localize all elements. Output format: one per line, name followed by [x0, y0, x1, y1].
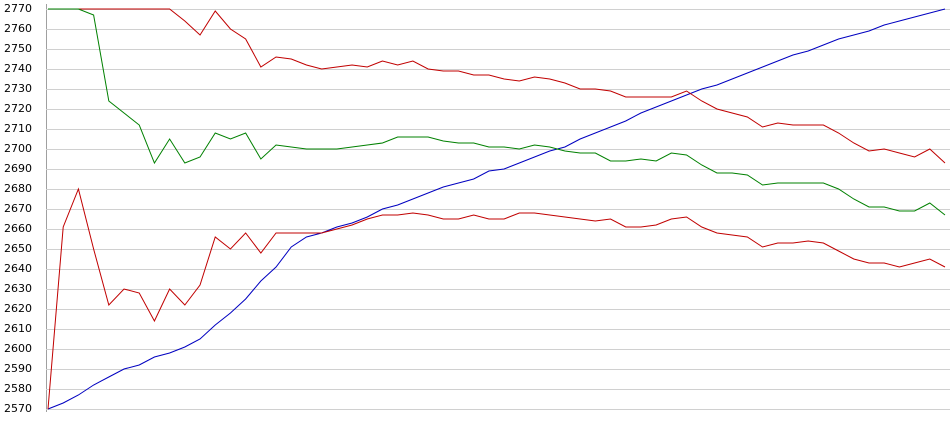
y-tick-label: 2710 [4, 122, 32, 135]
series-line [47, 8, 946, 410]
y-tick-label: 2730 [4, 82, 32, 95]
y-tick-label: 2650 [4, 242, 32, 255]
series-line [48, 8, 946, 164]
y-tick-label: 2580 [4, 382, 32, 395]
y-tick-label: 2630 [4, 282, 32, 295]
y-tick-label: 2680 [4, 182, 32, 195]
y-tick-label: 2590 [4, 362, 32, 375]
series-line [48, 8, 946, 216]
y-tick-label: 2750 [4, 42, 32, 55]
y-tick-label: 2740 [4, 62, 32, 75]
y-tick-label: 2770 [4, 2, 32, 15]
y-tick-label: 2640 [4, 262, 32, 275]
series-line [47, 187, 946, 410]
y-tick-label: 2660 [4, 222, 32, 235]
y-tick-label: 2670 [4, 202, 32, 215]
y-tick-label: 2760 [4, 22, 32, 35]
y-tick-label: 2620 [4, 302, 32, 315]
y-tick-label: 2700 [4, 142, 32, 155]
y-tick-label: 2600 [4, 342, 32, 355]
y-tick-label: 2720 [4, 102, 32, 115]
y-tick-label: 2690 [4, 162, 32, 175]
y-tick-label: 2610 [4, 322, 32, 335]
y-tick-label: 2570 [4, 402, 32, 415]
